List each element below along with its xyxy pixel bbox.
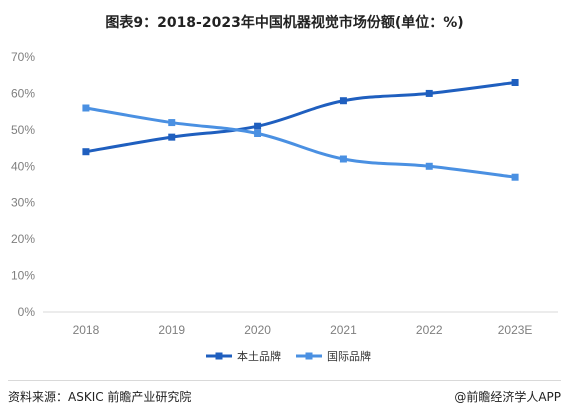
y-tick-label: 60% [11, 86, 35, 100]
legend-marker [305, 352, 313, 360]
chart-title: 图表9：2018-2023年中国机器视觉市场份额(单位：%) [105, 15, 464, 31]
data-point-marker [254, 130, 262, 137]
legend-marker [215, 352, 223, 360]
data-point-marker [168, 133, 176, 141]
data-point-marker [254, 122, 262, 130]
data-point-marker [339, 155, 347, 163]
y-tick-label: 10% [11, 269, 35, 283]
x-tick-label: 2023E [498, 323, 533, 337]
data-point-marker [425, 89, 433, 97]
y-tick-label: 30% [11, 196, 35, 210]
data-point-marker [168, 119, 176, 127]
data-point-marker [82, 148, 90, 156]
data-point-marker [511, 173, 519, 181]
y-tick-label: 0% [18, 305, 36, 319]
data-point-marker [511, 79, 519, 86]
x-tick-label: 2019 [158, 323, 185, 337]
y-tick-label: 20% [11, 232, 35, 246]
y-tick-label: 50% [11, 123, 35, 137]
series-line-1 [84, 81, 517, 154]
series-line-2 [84, 106, 517, 179]
data-point-marker [425, 162, 433, 170]
data-point-marker [82, 104, 90, 112]
line-chart: 0% 10% 20% 30% 40% 50% 60% 70% 2018 2019 2020 2021 2… [11, 50, 558, 363]
source-note: 资料来源：ASKIC 前瞻产业研究院 [8, 390, 192, 404]
y-tick-label: 40% [11, 159, 35, 173]
footer-divider [8, 380, 561, 381]
legend-label: 本土品牌 [237, 349, 281, 363]
legend-label: 国际品牌 [327, 349, 371, 363]
x-tick-label: 2020 [244, 323, 271, 337]
brand-note: @前瞻经济学人APP [454, 390, 561, 404]
x-tick-label: 2021 [330, 323, 357, 337]
y-tick-label: 70% [11, 50, 35, 64]
x-tick-label: 2018 [73, 323, 100, 337]
x-tick-label: 2022 [416, 323, 443, 337]
data-point-marker [339, 97, 347, 105]
